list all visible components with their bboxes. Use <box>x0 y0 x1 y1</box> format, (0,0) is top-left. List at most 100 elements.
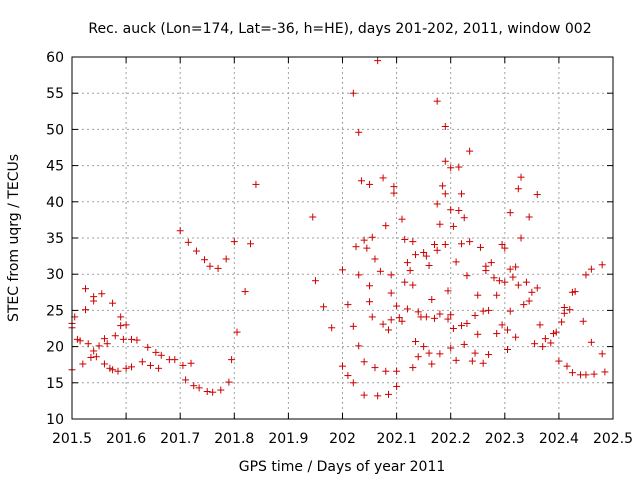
data-point <box>393 382 401 390</box>
data-point <box>95 342 103 350</box>
data-point <box>374 57 382 65</box>
data-point <box>436 310 444 318</box>
data-point <box>182 376 190 384</box>
data-point <box>371 364 379 372</box>
data-point <box>471 311 479 319</box>
data-point <box>374 392 382 400</box>
data-point <box>138 358 146 366</box>
data-point <box>501 278 509 286</box>
data-point <box>357 177 365 185</box>
x-tick-label: 202 <box>329 431 356 447</box>
y-tick-label: 55 <box>46 86 64 102</box>
data-point <box>487 259 495 267</box>
data-point <box>233 328 241 336</box>
data-point <box>466 147 474 155</box>
data-point <box>228 356 236 364</box>
x-axis-label: GPS time / Days of year 2011 <box>239 459 446 475</box>
data-point <box>447 206 455 214</box>
data-point <box>309 213 317 221</box>
data-point <box>517 173 525 181</box>
data-point <box>420 248 428 256</box>
data-point <box>209 388 217 396</box>
data-point <box>533 191 541 199</box>
data-point <box>360 236 368 244</box>
data-point <box>485 351 493 359</box>
data-point <box>119 335 127 343</box>
data-point <box>447 344 455 352</box>
data-point <box>390 183 398 191</box>
data-point <box>409 238 417 246</box>
data-point <box>468 357 476 365</box>
x-tick-label: 201.8 <box>214 431 254 447</box>
data-point <box>190 382 198 390</box>
data-point <box>531 340 539 348</box>
data-point <box>82 285 90 293</box>
data-point <box>558 318 566 326</box>
data-point <box>474 291 482 299</box>
data-point <box>587 338 595 346</box>
data-point <box>176 227 184 235</box>
data-point <box>192 247 200 255</box>
data-point <box>568 369 576 377</box>
data-point <box>514 281 522 289</box>
data-point <box>247 240 255 248</box>
data-point <box>460 214 468 222</box>
chart-title: Rec. auck (Lon=174, Lat=-36, h=HE), days… <box>88 21 591 37</box>
data-point <box>311 277 319 285</box>
data-point <box>184 238 192 246</box>
y-axis-label: STEC from uqrg / TECUs <box>6 154 22 322</box>
data-point <box>520 301 528 309</box>
data-point <box>409 364 417 372</box>
data-point <box>395 314 403 322</box>
data-point <box>482 267 490 275</box>
data-point <box>498 321 506 329</box>
data-point <box>458 240 466 248</box>
data-point <box>476 243 484 251</box>
data-point <box>566 306 574 314</box>
data-point <box>349 379 357 387</box>
data-point <box>157 351 165 359</box>
data-point <box>444 287 452 295</box>
data-point <box>355 342 363 350</box>
data-point <box>401 235 409 243</box>
data-point <box>398 317 406 325</box>
data-point <box>458 190 466 198</box>
data-point <box>225 378 233 386</box>
data-point <box>349 322 357 330</box>
data-point <box>601 368 609 376</box>
data-point <box>582 271 590 279</box>
data-point <box>582 371 590 379</box>
data-point <box>425 349 433 357</box>
data-point <box>579 317 587 325</box>
data-point <box>533 284 541 292</box>
data-point <box>100 335 108 343</box>
data-point <box>98 290 106 298</box>
data-point <box>363 244 371 252</box>
data-point <box>563 362 571 370</box>
data-point <box>495 277 503 285</box>
data-point <box>252 180 260 188</box>
data-point <box>441 190 449 198</box>
y-tick-label: 30 <box>46 267 64 283</box>
data-point <box>122 321 130 329</box>
data-point <box>571 288 579 296</box>
data-point <box>460 340 468 348</box>
data-point <box>128 335 136 343</box>
data-point <box>449 325 457 332</box>
data-point <box>512 333 520 341</box>
data-point <box>117 322 125 330</box>
data-point <box>414 353 422 361</box>
data-point <box>122 364 130 372</box>
data-point <box>152 348 160 356</box>
data-point <box>474 330 482 338</box>
data-point <box>382 367 390 375</box>
x-tick-label: 201.5 <box>52 431 92 447</box>
data-point <box>387 316 395 324</box>
y-tick-label: 50 <box>46 122 64 138</box>
data-point <box>387 289 395 297</box>
data-point <box>449 222 457 230</box>
data-point <box>222 255 230 263</box>
data-point <box>360 358 368 366</box>
data-point <box>420 343 428 351</box>
data-point <box>155 364 163 372</box>
